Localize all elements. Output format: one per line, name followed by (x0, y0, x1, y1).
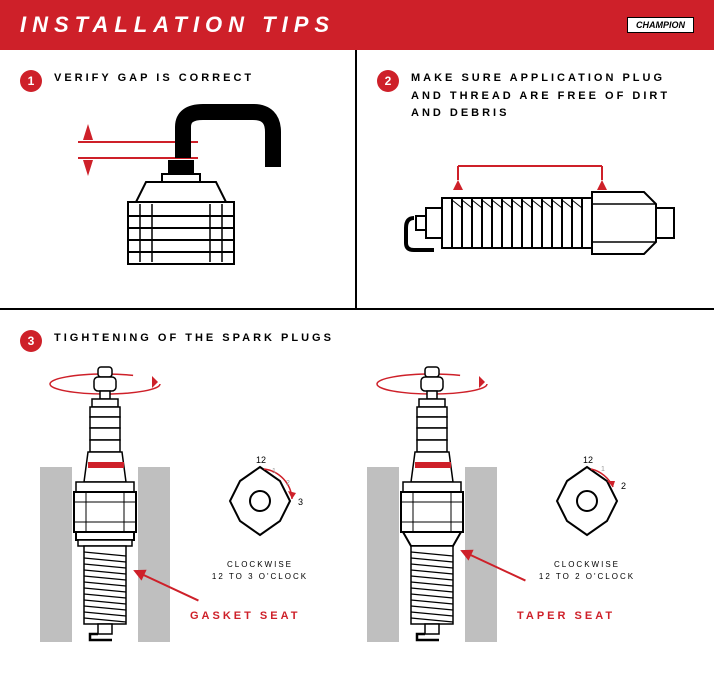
dial-2: 2 (286, 480, 290, 487)
illustration-gap (20, 102, 335, 272)
dial-1-r: 1 (601, 466, 605, 473)
taper-column: 12 1 2 CLOCKWISE 12 TO 2 O'CLOCK TAPER S… (367, 362, 674, 642)
top-row: 1 VERIFY GAP IS CORRECT (0, 50, 714, 310)
gasket-dial-wrap: 12 1 2 3 CLOCKWISE 12 TO 3 O'CLOCK (180, 362, 340, 642)
gasket-seat-label: GASKET SEAT (190, 610, 300, 622)
step-text-2: MAKE SURE APPLICATION PLUG AND THREAD AR… (411, 70, 694, 123)
panel-tightening: 3 TIGHTENING OF THE SPARK PLUGS (0, 310, 714, 700)
step-number-1: 1 (20, 70, 42, 92)
step-text-1: VERIFY GAP IS CORRECT (54, 70, 254, 88)
thread-diagram-icon (396, 148, 676, 288)
dial-12-r: 12 (583, 455, 593, 465)
gasket-clockwise: CLOCKWISE (227, 560, 293, 569)
panel-clean-thread: 2 MAKE SURE APPLICATION PLUG AND THREAD … (357, 50, 714, 308)
dial-1: 1 (272, 468, 276, 475)
taper-dial-wrap: 12 1 2 CLOCKWISE 12 TO 2 O'CLOCK (507, 362, 667, 642)
step-header-1: 1 VERIFY GAP IS CORRECT (20, 70, 335, 92)
panel-verify-gap: 1 VERIFY GAP IS CORRECT (0, 50, 357, 308)
step-number-2: 2 (377, 70, 399, 92)
taper-clockwise: CLOCKWISE (554, 560, 620, 569)
step-number-3: 3 (20, 330, 42, 352)
step-header-2: 2 MAKE SURE APPLICATION PLUG AND THREAD … (377, 70, 694, 123)
dial-12: 12 (256, 455, 266, 465)
taper-dial-icon: 12 1 2 (537, 451, 637, 551)
gasket-dial-icon: 12 1 2 3 (210, 451, 310, 551)
brand-logo: CHAMPION (627, 17, 694, 33)
page-title: INSTALLATION TIPS (20, 12, 335, 38)
gasket-column: 12 1 2 3 CLOCKWISE 12 TO 3 O'CLOCK GASKE… (40, 362, 347, 642)
taper-plug-icon (367, 362, 497, 642)
gasket-dial-label: CLOCKWISE 12 TO 3 O'CLOCK (212, 559, 308, 583)
gasket-range: 12 TO 3 O'CLOCK (212, 572, 308, 581)
taper-range: 12 TO 2 O'CLOCK (539, 572, 635, 581)
gap-diagram-icon (58, 102, 298, 272)
tightening-row: 12 1 2 3 CLOCKWISE 12 TO 3 O'CLOCK GASKE… (20, 362, 694, 642)
taper-plug-wrap (367, 362, 497, 642)
step-header-3: 3 TIGHTENING OF THE SPARK PLUGS (20, 330, 694, 352)
dial-3: 3 (298, 497, 303, 507)
taper-seat-label: TAPER SEAT (517, 610, 615, 622)
dial-2-r: 2 (621, 481, 626, 491)
header-bar: INSTALLATION TIPS CHAMPION (0, 0, 714, 50)
illustration-thread (377, 133, 694, 303)
gasket-plug-wrap (40, 362, 170, 642)
step-text-3: TIGHTENING OF THE SPARK PLUGS (54, 330, 334, 348)
gasket-plug-icon (40, 362, 170, 642)
taper-dial-label: CLOCKWISE 12 TO 2 O'CLOCK (539, 559, 635, 583)
